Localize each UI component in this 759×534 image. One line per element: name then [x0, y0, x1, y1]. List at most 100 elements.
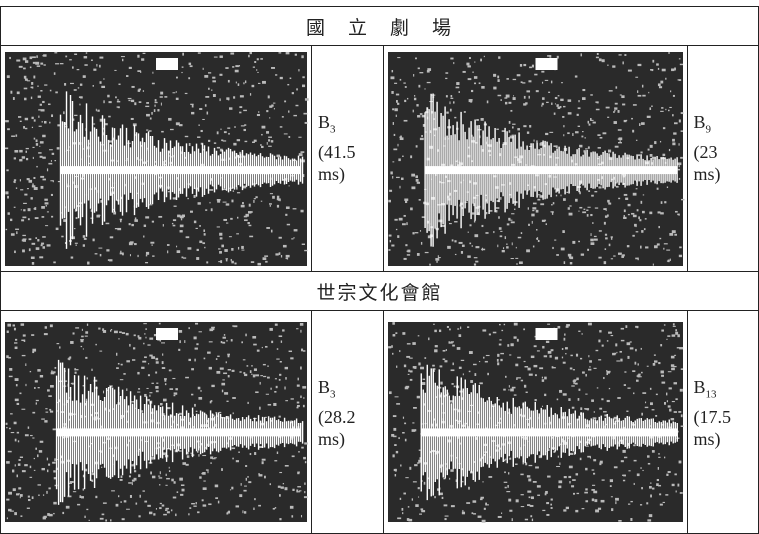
image-detail	[401, 508, 403, 511]
image-detail	[299, 490, 301, 491]
image-detail	[141, 367, 144, 369]
waveform-cell	[383, 46, 687, 272]
image-detail	[537, 194, 540, 195]
image-detail	[629, 347, 633, 349]
image-detail	[451, 383, 453, 385]
image-detail	[394, 218, 397, 220]
image-detail	[640, 348, 641, 350]
image-detail	[574, 383, 577, 385]
image-detail	[42, 121, 43, 123]
image-detail	[674, 473, 676, 475]
image-detail	[674, 233, 677, 235]
image-detail	[176, 76, 178, 78]
image-detail	[138, 515, 140, 517]
image-detail	[149, 204, 152, 205]
image-detail	[51, 114, 53, 117]
image-detail	[285, 400, 288, 401]
image-detail	[452, 345, 455, 347]
image-detail	[412, 109, 413, 112]
image-detail	[517, 128, 520, 130]
image-detail	[31, 116, 33, 118]
image-detail	[510, 343, 513, 346]
image-detail	[146, 254, 147, 256]
image-detail	[257, 350, 260, 352]
image-detail	[404, 198, 408, 200]
image-detail	[83, 244, 85, 246]
image-detail	[586, 214, 588, 217]
image-detail	[397, 517, 401, 519]
image-detail	[403, 493, 406, 495]
image-detail	[203, 67, 204, 69]
image-detail	[268, 139, 270, 141]
image-detail	[292, 92, 294, 94]
image-detail	[245, 140, 248, 141]
image-detail	[38, 495, 40, 496]
image-detail	[583, 208, 585, 209]
image-detail	[188, 359, 191, 361]
image-detail	[20, 515, 22, 517]
image-detail	[454, 221, 457, 222]
image-detail	[165, 485, 167, 486]
image-detail	[254, 61, 256, 63]
image-detail	[397, 143, 398, 146]
image-detail	[563, 198, 566, 201]
image-detail	[275, 378, 277, 379]
image-detail	[38, 484, 41, 485]
image-detail	[589, 360, 592, 362]
image-detail	[224, 249, 227, 252]
image-detail	[395, 332, 397, 334]
image-detail	[300, 151, 304, 153]
image-detail	[608, 202, 611, 204]
image-detail	[162, 361, 164, 364]
image-detail	[458, 91, 459, 93]
image-detail	[29, 179, 33, 182]
image-detail	[96, 214, 100, 217]
image-detail	[38, 109, 41, 110]
image-detail	[13, 181, 14, 183]
image-detail	[508, 130, 509, 133]
image-detail	[446, 326, 448, 328]
image-detail	[152, 220, 154, 222]
image-detail	[222, 342, 225, 344]
image-detail	[261, 145, 264, 147]
image-detail	[152, 255, 154, 256]
image-detail	[288, 110, 289, 112]
image-detail	[591, 194, 594, 196]
image-detail	[257, 262, 261, 265]
image-detail	[498, 399, 500, 400]
image-detail	[473, 220, 474, 222]
image-detail	[460, 251, 462, 254]
image-detail	[214, 142, 216, 143]
image-detail	[605, 237, 608, 239]
image-detail	[480, 58, 482, 61]
image-detail	[77, 504, 80, 506]
image-detail	[87, 261, 89, 264]
image-detail	[196, 257, 199, 260]
image-detail	[251, 261, 254, 263]
image-detail	[287, 83, 289, 84]
image-detail	[640, 245, 642, 248]
image-detail	[100, 253, 102, 255]
image-detail	[224, 334, 225, 336]
image-detail	[540, 203, 544, 205]
image-detail	[236, 460, 239, 462]
image-detail	[407, 249, 410, 252]
image-detail	[680, 130, 682, 132]
image-detail	[541, 81, 542, 83]
image-detail	[582, 97, 586, 100]
image-detail	[179, 340, 180, 343]
image-detail	[553, 145, 557, 147]
image-detail	[300, 367, 302, 370]
image-detail	[635, 380, 638, 382]
image-detail	[568, 466, 572, 469]
image-detail	[209, 367, 212, 370]
image-detail	[18, 116, 21, 118]
image-detail	[138, 474, 140, 477]
image-detail	[33, 75, 35, 78]
image-detail	[285, 213, 287, 215]
image-detail	[680, 368, 682, 370]
image-detail	[7, 331, 9, 333]
image-detail	[412, 481, 416, 482]
image-detail	[279, 494, 281, 497]
image-detail	[122, 332, 125, 334]
